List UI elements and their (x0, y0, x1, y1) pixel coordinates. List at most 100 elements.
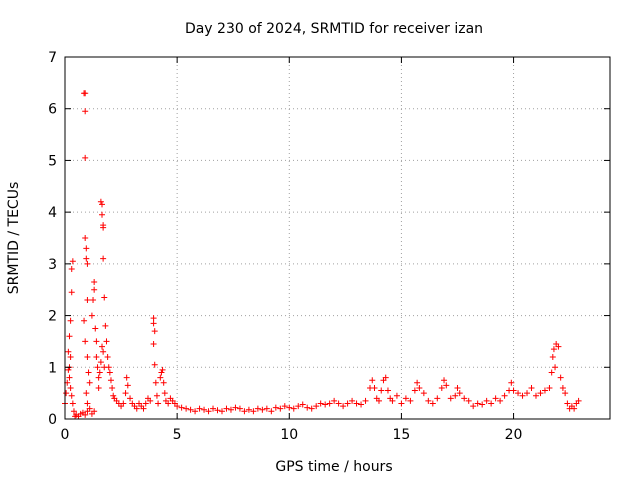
data-point (308, 405, 315, 412)
data-point (571, 405, 578, 412)
data-point (326, 400, 333, 407)
data-point (107, 377, 114, 384)
data-point (353, 400, 360, 407)
y-tick-label: 2 (48, 309, 57, 325)
data-point (393, 392, 400, 399)
data-point (92, 325, 99, 332)
data-point (91, 286, 98, 293)
data-point (82, 411, 89, 418)
data-point (528, 384, 535, 391)
data-point (91, 278, 98, 285)
data-point (452, 392, 459, 399)
data-point (299, 401, 306, 408)
data-point (84, 297, 91, 304)
data-point (110, 392, 117, 399)
data-point (157, 374, 164, 381)
data-point (100, 224, 107, 231)
data-point (205, 408, 212, 415)
data-point (84, 260, 91, 267)
data-point (159, 366, 166, 373)
grid-lines (65, 57, 610, 419)
data-point (497, 397, 504, 404)
data-point (82, 90, 89, 97)
y-tick-label: 3 (48, 257, 57, 273)
data-point (101, 294, 108, 301)
data-point (152, 379, 159, 386)
data-point (83, 245, 90, 252)
data-point (85, 369, 92, 376)
data-point (66, 333, 73, 340)
data-point (88, 312, 95, 319)
data-point (335, 400, 342, 407)
data-point (153, 392, 160, 399)
data-point (384, 387, 391, 394)
data-point (232, 404, 239, 411)
data-point (102, 322, 109, 329)
data-point (304, 404, 311, 411)
data-point (99, 201, 106, 208)
data-point (65, 366, 72, 373)
y-tick-label: 7 (48, 50, 57, 66)
data-point (508, 379, 515, 386)
data-point (541, 387, 548, 394)
data-point (447, 395, 454, 402)
data-point (575, 397, 582, 404)
data-point (322, 401, 329, 408)
data-point (95, 374, 102, 381)
axis-ticks: 0 5 10 15 20 0 1 2 3 4 5 6 7 (48, 50, 610, 443)
data-point (290, 405, 297, 412)
data-point (91, 408, 98, 415)
data-point (492, 395, 499, 402)
data-point (546, 384, 553, 391)
data-point (461, 395, 468, 402)
data-point (151, 361, 158, 368)
data-point (100, 348, 107, 355)
data-point (349, 397, 356, 404)
data-point (65, 348, 72, 355)
data-point (165, 400, 172, 407)
data-point (510, 387, 517, 394)
data-point (519, 392, 526, 399)
data-point (465, 397, 472, 404)
data-point (99, 211, 106, 218)
data-point (90, 297, 97, 304)
data-point (263, 405, 270, 412)
data-point (82, 338, 89, 345)
data-point (557, 374, 564, 381)
data-point (425, 397, 432, 404)
data-point (158, 369, 165, 376)
data-point (147, 397, 154, 404)
data-point (344, 400, 351, 407)
data-point (434, 395, 441, 402)
data-point (103, 338, 110, 345)
data-point (272, 404, 279, 411)
data-point (174, 403, 181, 410)
data-point (95, 384, 102, 391)
data-point (416, 384, 423, 391)
data-point (277, 405, 284, 412)
data-point (389, 397, 396, 404)
data-point (313, 403, 320, 410)
data-point (532, 392, 539, 399)
data-point (550, 346, 557, 353)
data-point (245, 406, 252, 413)
x-tick-label: 5 (173, 427, 182, 443)
data-point (67, 317, 74, 324)
x-tick-label: 15 (393, 427, 411, 443)
data-point (358, 401, 365, 408)
data-point (479, 401, 486, 408)
data-point (86, 379, 93, 386)
data-point (340, 403, 347, 410)
data-point (515, 390, 522, 397)
data-point (562, 390, 569, 397)
data-point (84, 353, 91, 360)
data-point (82, 154, 89, 161)
data-point (420, 390, 427, 397)
data-point (99, 343, 106, 350)
data-point (382, 374, 389, 381)
data-point (178, 404, 185, 411)
data-points (62, 90, 582, 420)
data-point (552, 364, 559, 371)
data-point (438, 384, 445, 391)
data-point (559, 384, 566, 391)
